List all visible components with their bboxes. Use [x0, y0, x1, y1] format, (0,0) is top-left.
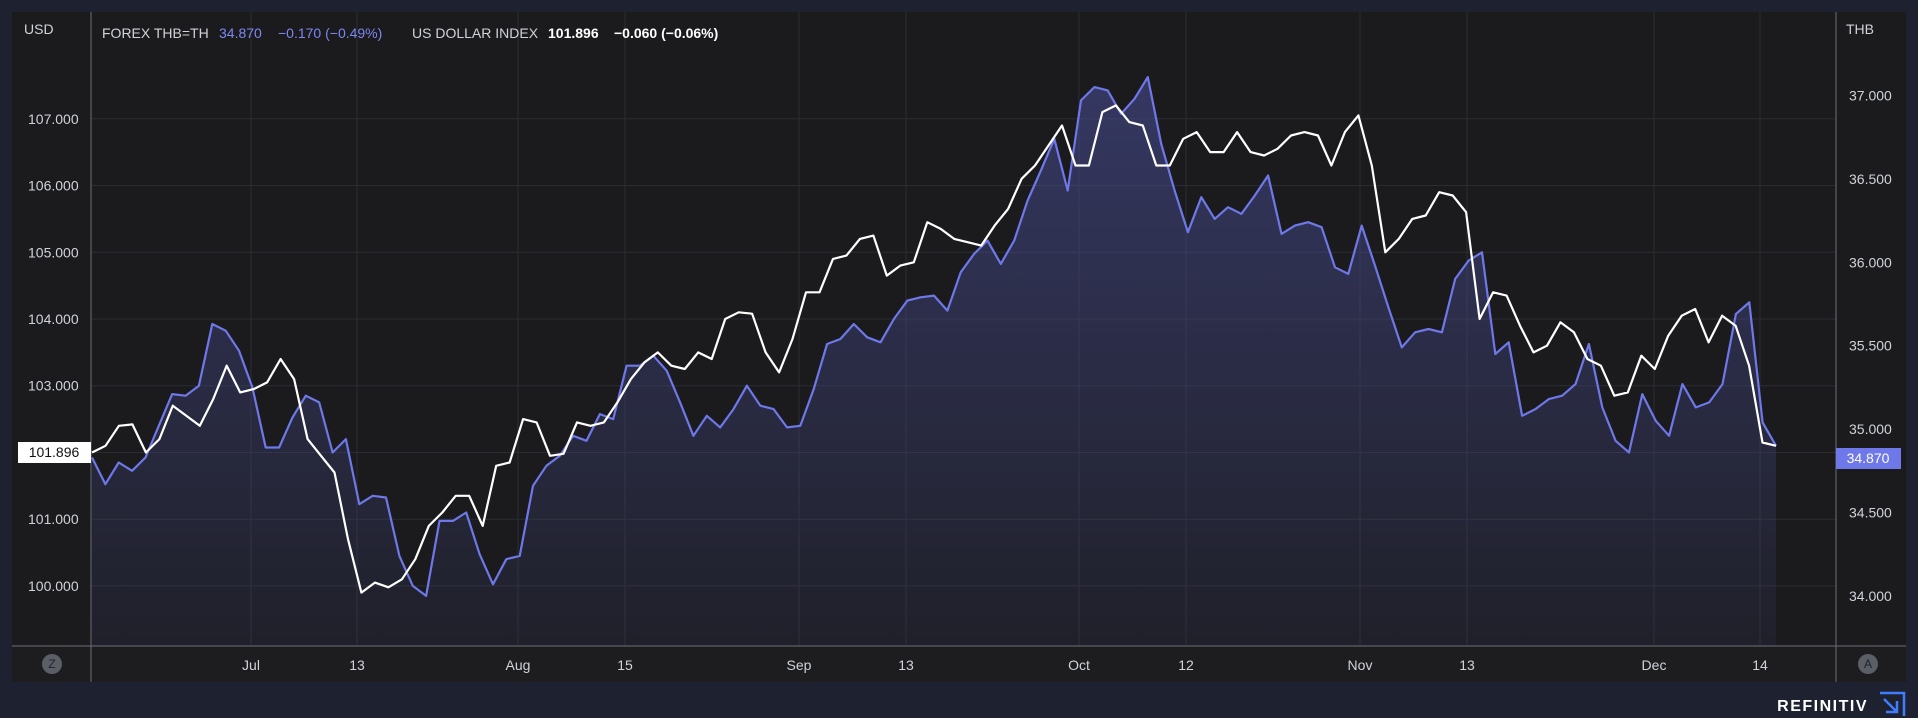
legend-usd-last: 101.896 — [548, 25, 599, 41]
right-tick-label-6: 37.000 — [1849, 87, 1892, 103]
x-tick-label-2: Aug — [506, 657, 531, 673]
x-tick-label-4: Sep — [787, 657, 812, 673]
x-tick-label-11: 14 — [1752, 657, 1768, 673]
right-tick-label-2: 35.000 — [1849, 421, 1892, 437]
svg-text:A: A — [1864, 657, 1872, 671]
x-tick-label-6: Oct — [1068, 657, 1090, 673]
right-tick-label-0: 34.000 — [1849, 588, 1892, 604]
legend-usd-change: −0.060 (−0.06%) — [614, 25, 718, 41]
legend-thb-change: −0.170 (−0.49%) — [278, 25, 382, 41]
refinitiv-logo-icon — [1880, 691, 1906, 716]
right-tick-label-5: 36.500 — [1849, 171, 1892, 187]
usd-index-series-line — [91, 104, 1777, 594]
left-tick-label-5: 105.000 — [28, 244, 79, 260]
x-tick-label-10: Dec — [1642, 657, 1667, 673]
x-tick-label-9: 13 — [1459, 657, 1475, 673]
svg-text:101.896: 101.896 — [29, 444, 80, 460]
brand-logo: REFINITIV — [1777, 691, 1906, 716]
x-axis-strip — [12, 646, 1906, 682]
zoom-button[interactable]: Z — [42, 654, 62, 674]
legend-thb-name: FOREX THB=TH — [102, 25, 209, 41]
right-tick-label-4: 36.000 — [1849, 254, 1892, 270]
x-axis-ticks: Jul 13 Aug 15 Sep 13 Oct 12 Nov 13 Dec 14 — [242, 657, 1768, 673]
right-axis-ticks: 34.000 34.500 35.000 35.500 36.000 36.500 37.0… — [1849, 87, 1892, 604]
auto-scale-button[interactable]: A — [1858, 654, 1878, 674]
x-tick-label-8: Nov — [1348, 657, 1373, 673]
x-tick-label-5: 13 — [898, 657, 914, 673]
x-tick-label-0: Jul — [242, 657, 260, 673]
left-last-value-badge: 101.896 — [18, 442, 91, 463]
left-axis-ticks: 100.000 101.000 103.000 104.000 105.000 106.0… — [28, 111, 79, 594]
svg-text:34.870: 34.870 — [1847, 450, 1890, 466]
x-tick-label-1: 13 — [349, 657, 365, 673]
left-axis-unit: USD — [24, 21, 54, 37]
legend-usd-name: US DOLLAR INDEX — [412, 25, 539, 41]
right-tick-label-1: 34.500 — [1849, 505, 1892, 521]
x-tick-label-3: 15 — [617, 657, 633, 673]
left-tick-label-7: 107.000 — [28, 111, 79, 127]
left-tick-label-1: 101.000 — [28, 511, 79, 527]
left-tick-label-4: 104.000 — [28, 311, 79, 327]
legend-thb-last: 34.870 — [219, 25, 262, 41]
left-tick-label-3: 103.000 — [28, 378, 79, 394]
svg-text:REFINITIV: REFINITIV — [1777, 698, 1868, 715]
left-tick-label-6: 106.000 — [28, 178, 79, 194]
x-tick-label-7: 12 — [1178, 657, 1194, 673]
thb-series-line — [91, 76, 1777, 597]
right-last-value-badge: 34.870 — [1836, 448, 1901, 469]
right-tick-label-3: 35.500 — [1849, 338, 1892, 354]
right-axis-unit: THB — [1846, 21, 1874, 37]
svg-text:Z: Z — [48, 657, 55, 671]
left-tick-label-0: 100.000 — [28, 578, 79, 594]
thb-area-fill — [92, 77, 1776, 647]
legend: FOREX THB=TH 34.870 −0.170 (−0.49%) US D… — [102, 25, 718, 41]
